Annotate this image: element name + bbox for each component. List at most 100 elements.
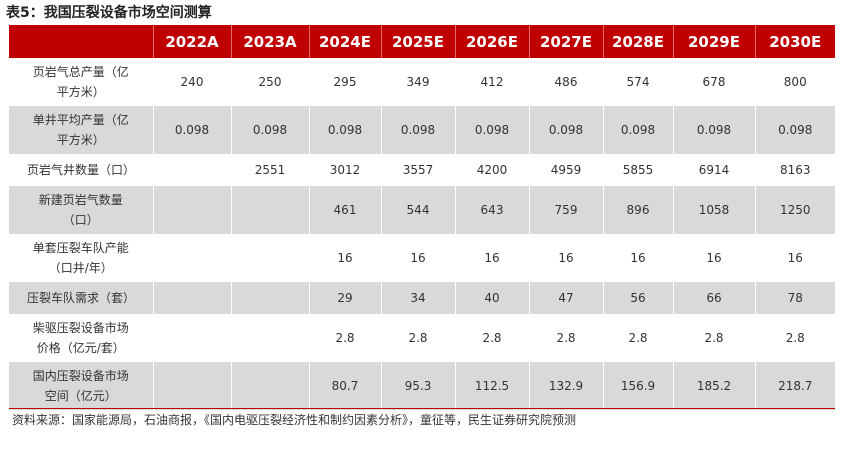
value-cell: 1250 bbox=[754, 186, 835, 234]
value-cell: 5855 bbox=[602, 154, 673, 186]
row-label: 国内压裂设备市场空间（亿元） bbox=[32, 369, 129, 403]
value-cell bbox=[230, 362, 309, 410]
value-cell: 2.8 bbox=[454, 314, 529, 362]
row-label: 单套压裂车队产能（口井/年） bbox=[32, 241, 129, 275]
row-label: 柴驱压裂设备市场价格（亿元/套） bbox=[32, 321, 129, 355]
value-cell: 896 bbox=[602, 186, 673, 234]
header-cell: 2030E bbox=[754, 25, 835, 58]
value-cell: 34 bbox=[380, 282, 455, 314]
value-cell bbox=[230, 186, 309, 234]
value-cell: 112.5 bbox=[454, 362, 529, 410]
value-cell: 185.2 bbox=[672, 362, 755, 410]
header-cell: 2022A bbox=[152, 25, 231, 58]
value-cell bbox=[230, 282, 309, 314]
value-cell: 2.8 bbox=[672, 314, 755, 362]
value-cell: 47 bbox=[528, 282, 603, 314]
value-cell: 0.098 bbox=[528, 106, 603, 154]
header-cell: 2028E bbox=[602, 25, 673, 58]
table-row: 页岩气总产量（亿平方米） 240 250 295 349 412 486 574 678 800 bbox=[9, 58, 835, 106]
value-cell: 759 bbox=[528, 186, 603, 234]
value-cell: 3012 bbox=[308, 154, 381, 186]
bottom-rule bbox=[9, 408, 835, 409]
value-cell: 3557 bbox=[380, 154, 455, 186]
value-cell: 2.8 bbox=[380, 314, 455, 362]
value-cell: 800 bbox=[754, 58, 835, 106]
header-cell: 2027E bbox=[528, 25, 603, 58]
value-cell: 16 bbox=[308, 234, 381, 282]
value-cell: 486 bbox=[528, 58, 603, 106]
value-cell: 2551 bbox=[230, 154, 309, 186]
table-row: 压裂车队需求（套） 29 34 40 47 56 66 78 bbox=[9, 282, 835, 314]
value-cell: 16 bbox=[602, 234, 673, 282]
value-cell: 156.9 bbox=[602, 362, 673, 410]
value-cell: 0.098 bbox=[672, 106, 755, 154]
value-cell: 16 bbox=[380, 234, 455, 282]
value-cell: 40 bbox=[454, 282, 529, 314]
value-cell bbox=[230, 314, 309, 362]
market-table: 2022A 2023A 2024E 2025E 2026E 2027E 2028E 2029E… bbox=[9, 25, 835, 410]
header-cell: 2025E bbox=[380, 25, 455, 58]
value-cell: 0.098 bbox=[308, 106, 381, 154]
header-corner-cell bbox=[9, 25, 153, 58]
value-cell: 349 bbox=[380, 58, 455, 106]
value-cell bbox=[152, 314, 231, 362]
table-row: 柴驱压裂设备市场价格（亿元/套） 2.8 2.8 2.8 2.8 2.8 2.8 2.8 bbox=[9, 314, 835, 362]
value-cell: 8163 bbox=[754, 154, 835, 186]
value-cell: 643 bbox=[454, 186, 529, 234]
value-cell: 574 bbox=[602, 58, 673, 106]
value-cell: 412 bbox=[454, 58, 529, 106]
value-cell: 6914 bbox=[672, 154, 755, 186]
value-cell: 56 bbox=[602, 282, 673, 314]
value-cell: 80.7 bbox=[308, 362, 381, 410]
value-cell: 0.098 bbox=[230, 106, 309, 154]
value-cell: 16 bbox=[528, 234, 603, 282]
value-cell: 240 bbox=[152, 58, 231, 106]
value-cell: 250 bbox=[230, 58, 309, 106]
value-cell bbox=[152, 234, 231, 282]
value-cell bbox=[230, 234, 309, 282]
value-cell: 2.8 bbox=[602, 314, 673, 362]
table-row: 单套压裂车队产能（口井/年） 16 16 16 16 16 16 16 bbox=[9, 234, 835, 282]
row-label: 单井平均产量（亿平方米） bbox=[32, 113, 129, 147]
value-cell: 4959 bbox=[528, 154, 603, 186]
value-cell: 544 bbox=[380, 186, 455, 234]
row-label: 页岩气井数量（口） bbox=[27, 163, 136, 177]
value-cell: 0.098 bbox=[380, 106, 455, 154]
header-row: 2022A 2023A 2024E 2025E 2026E 2027E 2028E 2029E… bbox=[9, 25, 835, 58]
value-cell: 0.098 bbox=[602, 106, 673, 154]
value-cell: 2.8 bbox=[754, 314, 835, 362]
value-cell: 295 bbox=[308, 58, 381, 106]
value-cell bbox=[152, 282, 231, 314]
value-cell: 2.8 bbox=[528, 314, 603, 362]
value-cell: 4200 bbox=[454, 154, 529, 186]
value-cell: 132.9 bbox=[528, 362, 603, 410]
row-label: 压裂车队需求（套） bbox=[27, 291, 136, 305]
table-body: 页岩气总产量（亿平方米） 240 250 295 349 412 486 574 678 800 单… bbox=[9, 58, 835, 410]
value-cell: 218.7 bbox=[754, 362, 835, 410]
value-cell: 66 bbox=[672, 282, 755, 314]
table-row: 国内压裂设备市场空间（亿元） 80.7 95.3 112.5 132.9 156.9 185… bbox=[9, 362, 835, 410]
row-label: 页岩气总产量（亿平方米） bbox=[32, 65, 129, 99]
value-cell bbox=[152, 362, 231, 410]
value-cell: 0.098 bbox=[152, 106, 231, 154]
value-cell: 16 bbox=[672, 234, 755, 282]
value-cell bbox=[152, 186, 231, 234]
value-cell: 461 bbox=[308, 186, 381, 234]
source-note: 资料来源：国家能源局，石油商报，《国内电驱压裂经济性和制约因素分析》，童征等，民… bbox=[12, 413, 577, 427]
value-cell: 16 bbox=[754, 234, 835, 282]
table-row: 页岩气井数量（口） 2551 3012 3557 4200 4959 5855 6914 816… bbox=[9, 154, 835, 186]
value-cell: 78 bbox=[754, 282, 835, 314]
value-cell bbox=[152, 154, 231, 186]
value-cell: 16 bbox=[454, 234, 529, 282]
value-cell: 678 bbox=[672, 58, 755, 106]
value-cell: 1058 bbox=[672, 186, 755, 234]
header-cell: 2026E bbox=[454, 25, 529, 58]
value-cell: 0.098 bbox=[754, 106, 835, 154]
table-title: 表5：我国压裂设备市场空间测算 bbox=[6, 5, 212, 21]
table-row: 新建页岩气数量（口） 461 544 643 759 896 1058 1250 bbox=[9, 186, 835, 234]
header-cell: 2029E bbox=[672, 25, 755, 58]
table-row: 单井平均产量（亿平方米） 0.098 0.098 0.098 0.098 0.098 0.0… bbox=[9, 106, 835, 154]
header-cell: 2023A bbox=[230, 25, 309, 58]
value-cell: 2.8 bbox=[308, 314, 381, 362]
value-cell: 29 bbox=[308, 282, 381, 314]
